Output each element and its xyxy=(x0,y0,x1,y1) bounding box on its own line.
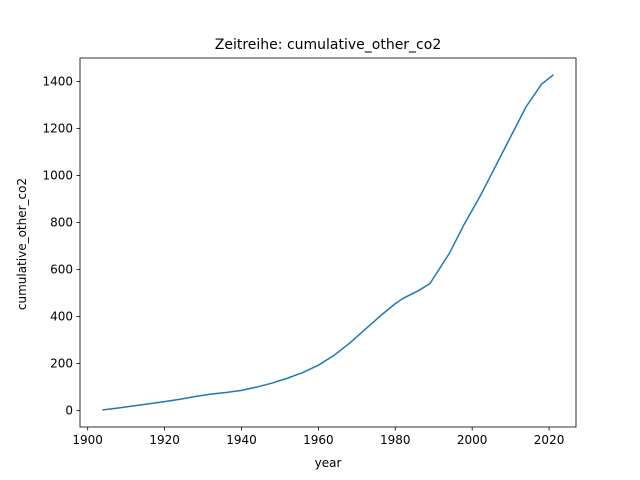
x-tick-label: 1900 xyxy=(72,433,103,447)
y-axis: 0 200 400 600 800 1000 1200 1400 xyxy=(42,75,80,418)
y-tick-label: 1000 xyxy=(42,169,73,183)
series-line xyxy=(102,74,554,411)
y-tick-label: 400 xyxy=(50,310,73,324)
y-tick-label: 200 xyxy=(50,357,73,371)
plot-area xyxy=(102,74,554,411)
x-tick-label: 2000 xyxy=(457,433,488,447)
y-tick-label: 800 xyxy=(50,216,73,230)
y-tick-label: 1400 xyxy=(42,75,73,89)
x-tick-label: 2020 xyxy=(534,433,565,447)
y-tick-label: 1200 xyxy=(42,122,73,136)
x-axis: 1900 1920 1940 1960 1980 2000 2020 xyxy=(72,427,564,447)
x-axis-label: year xyxy=(315,456,342,470)
axes-frame xyxy=(79,57,577,428)
x-tick-label: 1920 xyxy=(149,433,180,447)
x-tick-label: 1940 xyxy=(226,433,257,447)
y-axis-label: cumulative_other_co2 xyxy=(15,178,29,310)
y-tick-label: 600 xyxy=(50,263,73,277)
chart-title: Zeitreihe: cumulative_other_co2 xyxy=(215,37,441,53)
x-tick-label: 1980 xyxy=(380,433,411,447)
y-tick-label: 0 xyxy=(65,404,73,418)
x-tick-label: 1960 xyxy=(303,433,334,447)
